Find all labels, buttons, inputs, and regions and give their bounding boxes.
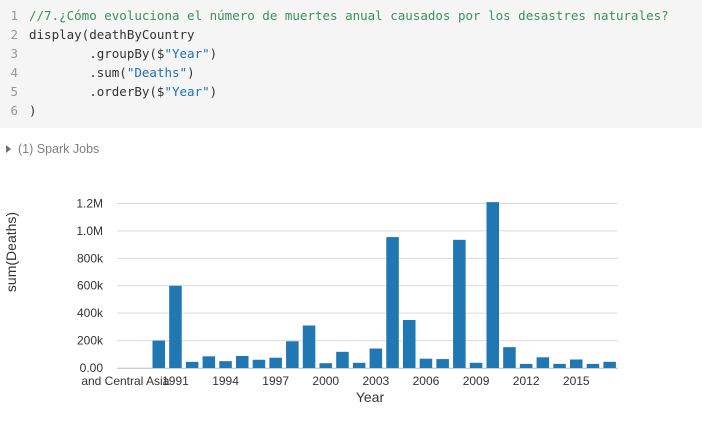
y-tick-label: 1.2M — [76, 196, 103, 210]
code-line: .sum("Deaths") — [29, 63, 669, 82]
line-number: 3 — [10, 46, 18, 61]
code-token: display(deathByCountry — [29, 27, 195, 42]
code-token: ) — [187, 65, 195, 80]
x-tick-label: 2000 — [312, 374, 339, 388]
bar-2010 — [486, 202, 500, 368]
bar-1990 — [152, 340, 166, 368]
line-number: 5 — [10, 84, 18, 99]
bar-2006 — [419, 358, 433, 368]
bar-2004 — [386, 237, 399, 368]
bar-2003 — [369, 348, 383, 368]
bar-1999 — [302, 325, 316, 368]
code-token: ) — [209, 46, 218, 61]
x-tick-label: 2003 — [362, 374, 389, 388]
y-tick-label: 0.00 — [80, 361, 104, 375]
code-line: .orderBy($"Year") — [29, 82, 669, 101]
bar-2017 — [603, 361, 616, 368]
bar-2005 — [402, 320, 416, 368]
code-editor[interactable]: //7.¿Cómo evoluciona el número de muerte… — [29, 6, 669, 120]
x-axis-title: Year — [356, 389, 385, 405]
y-tick-label: 400k — [77, 306, 104, 320]
bar-2013 — [536, 357, 550, 368]
code-line: display(deathByCountry — [29, 25, 669, 44]
line-number: 2 — [10, 27, 18, 42]
code-line: .groupBy($"Year") — [29, 44, 669, 63]
bar-1993 — [202, 356, 216, 368]
y-tick-label: 600k — [77, 279, 104, 293]
code-comment: //7.¿Cómo evoluciona el número de muerte… — [29, 8, 669, 23]
code-token: ) — [29, 103, 37, 118]
code-string: "Year" — [164, 84, 210, 99]
bar-1995 — [235, 355, 249, 368]
x-tick-label: and Central Asia — [81, 374, 169, 388]
code-string: "Deaths" — [126, 65, 188, 80]
code-line: ) — [29, 101, 669, 120]
bar-2000 — [319, 363, 333, 368]
line-number-gutter: 1 2 3 4 5 6 — [0, 6, 18, 120]
x-tick-label: 2009 — [463, 374, 490, 388]
bar-2015 — [569, 359, 583, 368]
bar-2001 — [336, 351, 349, 368]
code-string: "Year" — [164, 46, 210, 61]
y-tick-label: 1.0M — [76, 224, 103, 238]
code-token: .groupBy($ — [29, 46, 165, 61]
line-number: 1 — [10, 8, 18, 23]
line-number: 4 — [10, 65, 18, 80]
line-number: 6 — [10, 103, 18, 118]
code-line: //7.¿Cómo evoluciona el número de muerte… — [29, 6, 669, 25]
code-token: .orderBy($ — [29, 84, 165, 99]
bar-2014 — [553, 363, 566, 368]
bar-2012 — [519, 363, 533, 368]
bar-1997 — [269, 357, 282, 368]
code-token: ) — [209, 84, 218, 99]
bar-2011 — [503, 347, 516, 368]
spark-jobs-toggle[interactable]: (1) Spark Jobs — [6, 140, 99, 158]
bar-2008 — [453, 239, 466, 368]
y-tick-label: 200k — [77, 334, 104, 348]
bar-2007 — [436, 359, 449, 368]
x-tick-label: 2012 — [513, 374, 540, 388]
code-cell[interactable]: 1 2 3 4 5 6 //7.¿Cómo evoluciona el núme… — [0, 0, 702, 128]
bar-1992 — [185, 361, 199, 368]
caret-right-icon — [6, 144, 11, 153]
code-token: .sum( — [29, 65, 127, 80]
bar-2016 — [586, 363, 600, 368]
x-tick-label: 1991 — [162, 374, 189, 388]
y-axis-title: sum(Deaths) — [3, 212, 19, 292]
x-tick-label: 1997 — [262, 374, 289, 388]
bar-2009 — [469, 362, 483, 368]
bar-2002 — [352, 362, 366, 368]
y-tick-label: 800k — [77, 251, 104, 265]
bar-1994 — [219, 361, 232, 368]
spark-jobs-label: (1) Spark Jobs — [18, 142, 100, 156]
bar-1996 — [252, 359, 266, 368]
bar-1991 — [169, 285, 182, 368]
x-tick-label: 1994 — [212, 374, 239, 388]
bar-1998 — [286, 341, 299, 368]
bar-chart: 0.00 200k 400k 600k 800k 1.0M 1.2M and Central … — [3, 196, 618, 405]
x-tick-label: 2006 — [413, 374, 440, 388]
x-tick-label: 2015 — [563, 374, 590, 388]
